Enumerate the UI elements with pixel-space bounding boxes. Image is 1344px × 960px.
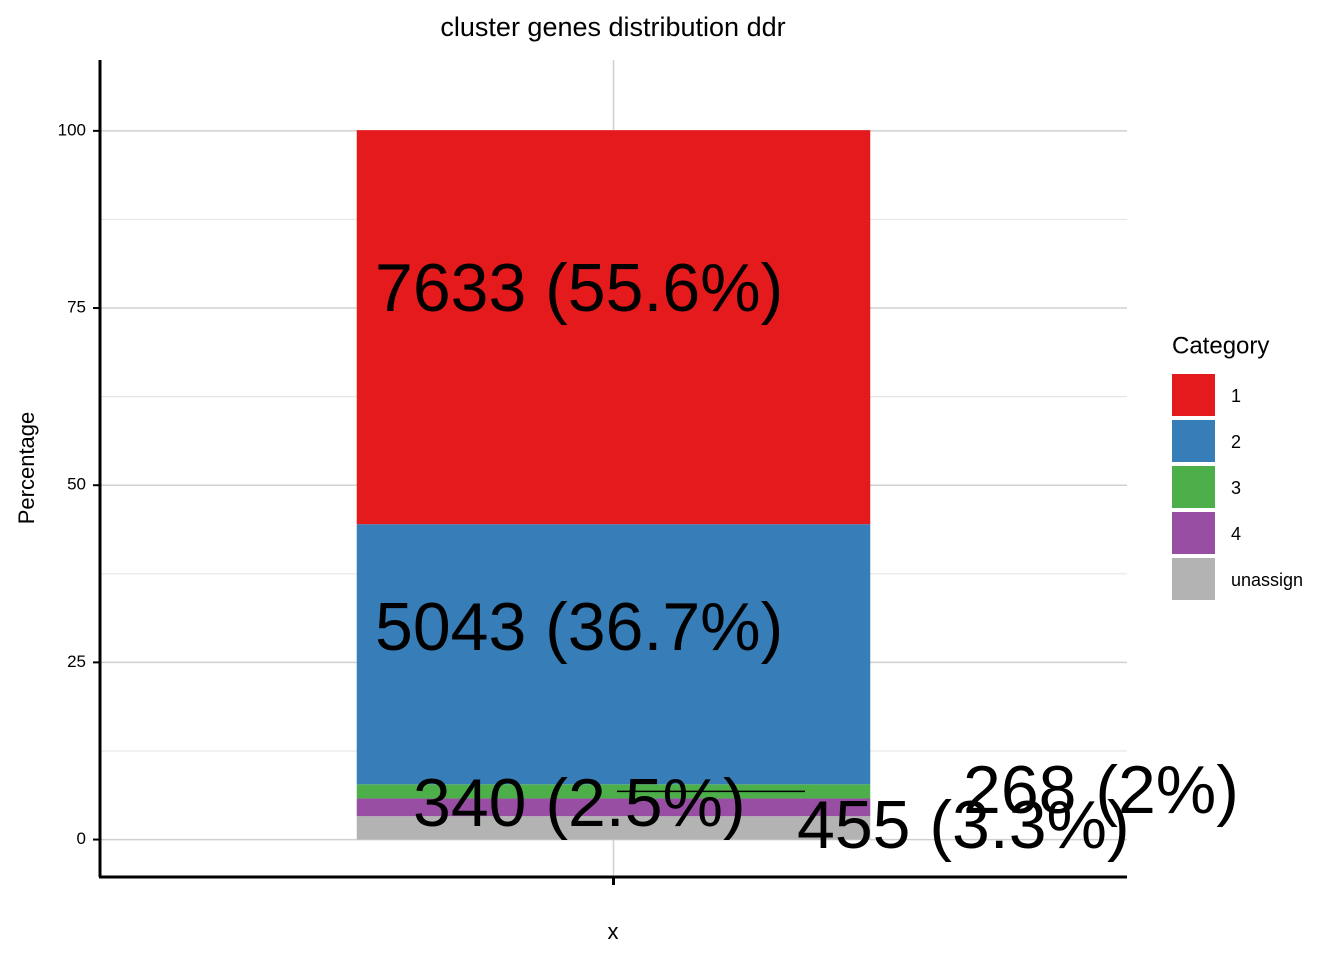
legend-key	[1172, 558, 1215, 600]
bar-segment	[356, 816, 871, 840]
y-tick-label: 100	[58, 120, 86, 139]
data-label: 455 (3.3%)	[797, 787, 1130, 863]
legend-label: unassign	[1231, 570, 1303, 590]
bar-segment	[356, 524, 871, 785]
legend-label: 2	[1231, 432, 1241, 452]
legend-label: 4	[1231, 524, 1241, 544]
x-axis-label: x	[608, 919, 619, 944]
bar-segment	[356, 130, 871, 525]
legend-label: 3	[1231, 478, 1241, 498]
legend-title: Category	[1172, 332, 1269, 359]
bar-segment	[356, 784, 871, 799]
bar-segment	[356, 798, 871, 817]
y-tick-label: 0	[77, 829, 86, 848]
y-tick-label: 25	[67, 652, 86, 671]
legend-key	[1172, 512, 1215, 554]
y-axis-label: Percentage	[14, 412, 39, 525]
y-tick-label: 50	[67, 475, 86, 494]
data-label: 268 (2%)	[963, 752, 1239, 828]
legend-label: 1	[1231, 386, 1241, 406]
chart-title: cluster genes distribution ddr	[440, 12, 785, 42]
data-label: 5043 (36.7%)	[375, 589, 783, 665]
legend-key	[1172, 466, 1215, 508]
data-label: 340 (2.5%)	[413, 765, 746, 841]
legend-key	[1172, 374, 1215, 416]
data-label: 7633 (55.6%)	[375, 250, 783, 326]
y-tick-label: 75	[67, 298, 86, 317]
legend-key	[1172, 420, 1215, 462]
